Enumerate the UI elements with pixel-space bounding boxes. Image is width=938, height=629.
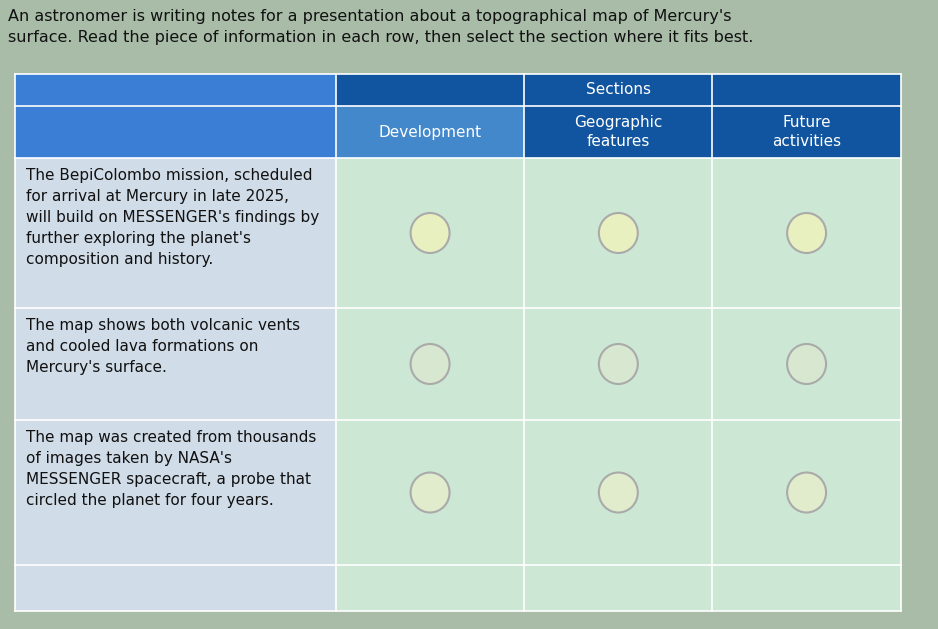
Text: The map shows both volcanic vents
and cooled lava formations on
Mercury's surfac: The map shows both volcanic vents and co… — [26, 318, 300, 375]
Circle shape — [411, 472, 449, 513]
Circle shape — [598, 213, 638, 253]
FancyBboxPatch shape — [336, 74, 900, 106]
FancyBboxPatch shape — [15, 74, 336, 158]
Circle shape — [787, 344, 826, 384]
Circle shape — [411, 213, 449, 253]
Text: Sections: Sections — [586, 82, 651, 97]
Circle shape — [411, 344, 449, 384]
FancyBboxPatch shape — [336, 158, 900, 611]
FancyBboxPatch shape — [15, 158, 336, 611]
Text: Geographic
features: Geographic features — [574, 115, 662, 149]
FancyBboxPatch shape — [524, 106, 713, 158]
Text: Development: Development — [379, 125, 481, 140]
Circle shape — [598, 344, 638, 384]
Text: The BepiColombo mission, scheduled
for arrival at Mercury in late 2025,
will bui: The BepiColombo mission, scheduled for a… — [26, 168, 320, 267]
FancyBboxPatch shape — [713, 106, 900, 158]
FancyBboxPatch shape — [336, 106, 524, 158]
Circle shape — [787, 213, 826, 253]
Text: The map was created from thousands
of images taken by NASA's
MESSENGER spacecraf: The map was created from thousands of im… — [26, 430, 317, 508]
Circle shape — [787, 472, 826, 513]
Text: Future
activities: Future activities — [772, 115, 841, 149]
Text: An astronomer is writing notes for a presentation about a topographical map of M: An astronomer is writing notes for a pre… — [8, 9, 753, 45]
Circle shape — [598, 472, 638, 513]
